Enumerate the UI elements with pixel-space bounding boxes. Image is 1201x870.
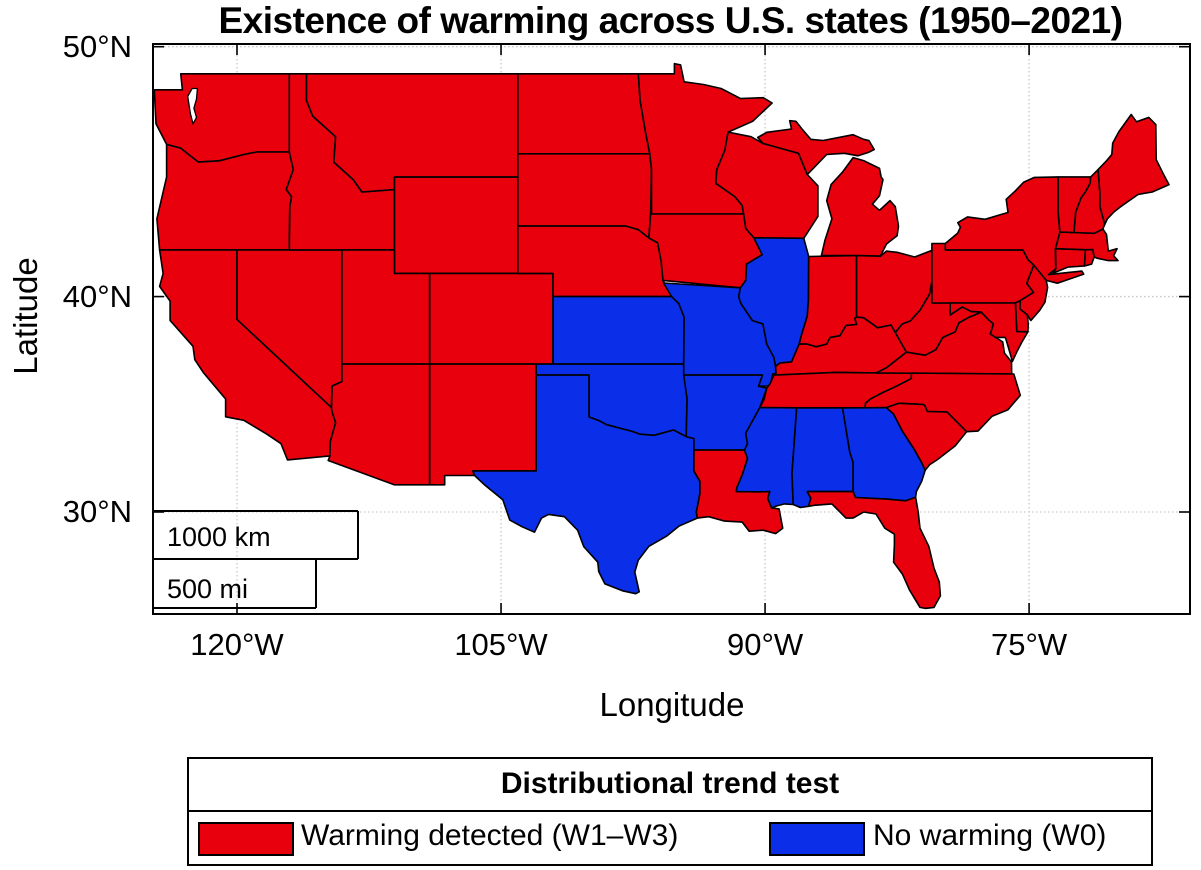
state-maine	[1097, 113, 1170, 226]
legend-swatch-warming	[198, 822, 294, 856]
state-connecticut	[1051, 247, 1087, 275]
x-axis-label: Longitude	[599, 686, 745, 723]
figure-title: Existence of warming across U.S. states …	[218, 0, 1123, 41]
y-axis-label: Latitude	[7, 257, 44, 375]
puget-sound-water	[187, 87, 199, 125]
state-michigan	[756, 119, 876, 176]
state-wyoming	[393, 176, 519, 275]
state-texas	[472, 374, 701, 595]
scalebar-mi-label: 500 mi	[167, 574, 249, 604]
legend-separator	[189, 810, 1151, 812]
x-tick-label: 90°W	[726, 627, 804, 662]
x-tick-label: 75°W	[991, 627, 1068, 662]
state-michigan	[820, 156, 900, 257]
y-tick-label: 40°N	[62, 278, 132, 314]
x-tick-label: 120°W	[190, 627, 284, 662]
state-florida	[806, 490, 942, 610]
state-maryland	[949, 302, 1029, 363]
legend-label-warming: Warming detected (W1–W3)	[301, 819, 679, 852]
y-tick-label: 30°N	[62, 494, 132, 529]
state-kansas	[552, 295, 685, 365]
state-wisconsin	[714, 131, 819, 240]
legend: Distributional trend test Warming detect…	[187, 757, 1153, 866]
state-new-jersey	[1018, 264, 1049, 322]
us-states-choropleth-map	[152, 43, 1191, 615]
y-tick-label: 50°N	[62, 28, 132, 64]
state-arizona	[327, 363, 431, 486]
state-pennsylvania	[931, 242, 1035, 304]
x-tick-label: 105°W	[454, 627, 548, 662]
state-colorado	[428, 272, 554, 365]
state-south-carolina	[885, 402, 968, 472]
legend-label-no-warming: No warming (W0)	[873, 819, 1107, 852]
legend-title: Distributional trend test	[500, 767, 840, 800]
state-north-dakota	[516, 73, 651, 155]
state-oregon	[156, 143, 295, 251]
state-new-mexico	[428, 363, 538, 486]
scalebar-km-label: 1000 km	[167, 522, 271, 552]
legend-swatch-no-warming	[769, 822, 865, 856]
